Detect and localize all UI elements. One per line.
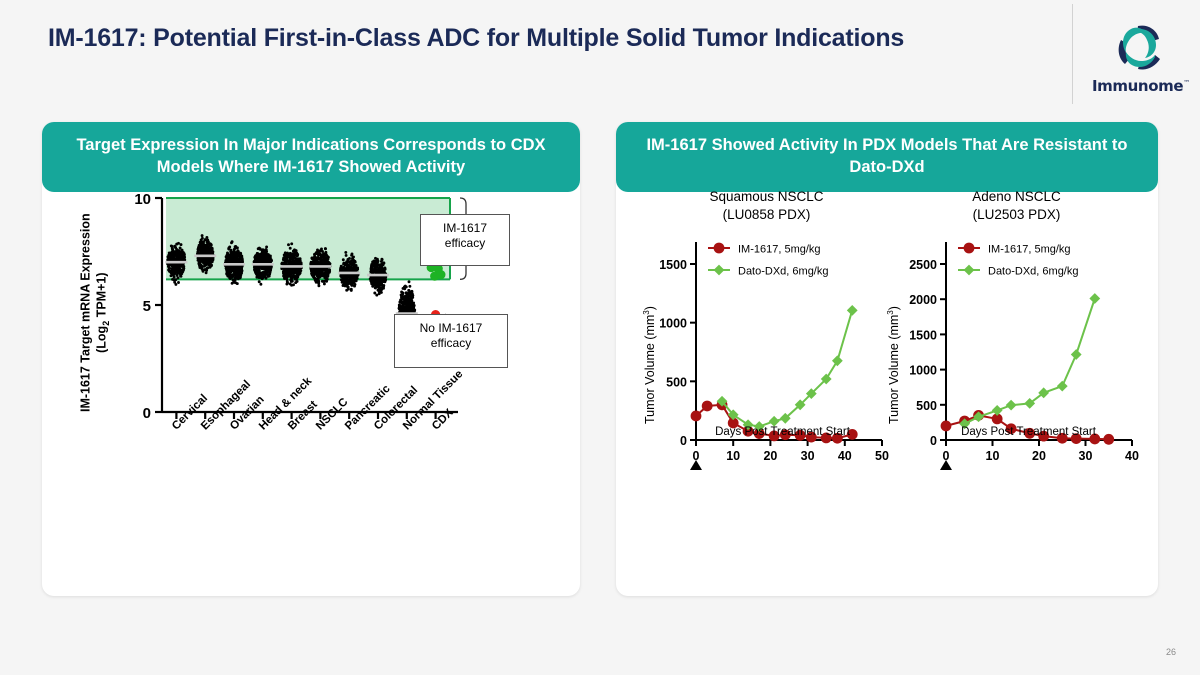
svg-text:10: 10 — [726, 449, 740, 463]
page-number: 26 — [1165, 647, 1176, 657]
legend-label: Dato-DXd, 6mg/kg — [988, 266, 1078, 278]
svg-text:2500: 2500 — [909, 258, 937, 272]
svg-text:20: 20 — [763, 449, 777, 463]
legend-label: IM-1617, 5mg/kg — [738, 244, 821, 256]
svg-text:500: 500 — [666, 375, 687, 389]
svg-text:2000: 2000 — [909, 293, 937, 307]
left-panel-header: Target Expression In Major Indications C… — [42, 122, 580, 192]
svg-text:5: 5 — [143, 298, 151, 315]
svg-text:50: 50 — [875, 449, 889, 463]
svg-text:30: 30 — [1079, 449, 1093, 463]
right-panel-body: Squamous NSCLC (LU0858 PDX) 0 500 1000 1500 0… — [616, 184, 1158, 596]
immunome-logo: Immunome™ — [1092, 22, 1190, 98]
logo-wordmark: Immunome™ — [1092, 77, 1190, 95]
svg-text:10: 10 — [134, 191, 151, 208]
svg-text:0: 0 — [943, 449, 950, 463]
adeno-x-axis-label: Days Post Treatment Start — [961, 426, 1096, 438]
svg-text:500: 500 — [916, 399, 937, 413]
panel-pdx-models: IM-1617 Showed Activity In PDX Models Th… — [616, 122, 1158, 596]
scatter-plot-expression: IM-1617 Target mRNA Expression (Log2 TPM… — [42, 184, 580, 596]
adeno-canvas: 0 500 1000 1500 2000 2500 0 10 20 30 40 IM-1617, 5m… — [909, 242, 1139, 470]
svg-text:1500: 1500 — [659, 258, 687, 272]
adeno-chart-title: Adeno NSCLC (LU2503 PDX) — [972, 189, 1061, 222]
scatter-canvas: 0 5 10 — [134, 191, 486, 422]
squamous-y-axis-label: Tumor Volume (mm3) — [642, 306, 658, 424]
squamous-x-axis-label: Days Post Treatment Start — [715, 426, 850, 438]
svg-text:40: 40 — [1125, 449, 1139, 463]
svg-text:0: 0 — [680, 434, 687, 448]
svg-text:20: 20 — [1032, 449, 1046, 463]
left-panel-body: IM-1617 Target mRNA Expression (Log2 TPM… — [42, 184, 580, 596]
callout-im1617-efficacy: IM-1617 efficacy — [420, 214, 510, 266]
line-chart-adeno-nsclc: Adeno NSCLC (LU2503 PDX) 0 500 1000 1500 2000… — [884, 184, 1149, 596]
squamous-chart-title: Squamous NSCLC (LU0858 PDX) — [709, 189, 824, 222]
svg-text:0: 0 — [930, 434, 937, 448]
svg-text:0: 0 — [143, 405, 151, 422]
svg-text:1500: 1500 — [909, 328, 937, 342]
svg-text:1000: 1000 — [659, 317, 687, 331]
legend-label: Dato-DXd, 6mg/kg — [738, 266, 828, 278]
squamous-canvas: 0 500 1000 1500 0 10 20 30 40 50 IM-1617, 5mg/kg Da… — [659, 242, 889, 470]
svg-text:10: 10 — [986, 449, 1000, 463]
svg-text:30: 30 — [801, 449, 815, 463]
right-panel-header: IM-1617 Showed Activity In PDX Models Th… — [616, 122, 1158, 192]
logo-tm: ™ — [1183, 79, 1190, 87]
header-divider — [1072, 4, 1073, 104]
legend-label: IM-1617, 5mg/kg — [988, 244, 1071, 256]
triskelion-icon — [1118, 25, 1160, 70]
callout-no-efficacy: No IM-1617 efficacy — [394, 314, 508, 368]
svg-text:40: 40 — [838, 449, 852, 463]
svg-text:1000: 1000 — [909, 364, 937, 378]
scatter-y-axis-label: IM-1617 Target mRNA Expression (Log2 TPM… — [78, 213, 111, 413]
adeno-y-axis-label: Tumor Volume (mm3) — [886, 306, 902, 424]
line-chart-squamous-nsclc: Squamous NSCLC (LU0858 PDX) 0 500 1000 1500 0… — [634, 184, 899, 596]
page-title: IM-1617: Potential First-in-Class ADC fo… — [48, 24, 905, 52]
svg-text:0: 0 — [693, 449, 700, 463]
panel-target-expression: Target Expression In Major Indications C… — [42, 122, 580, 596]
